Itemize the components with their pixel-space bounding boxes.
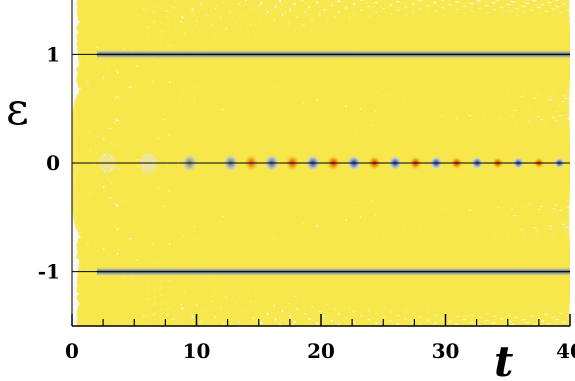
fringe-line [363, 0, 570, 23]
fringe-line [146, 101, 570, 326]
fringe-line [211, 211, 570, 326]
y-axis-label: ε [6, 84, 29, 135]
fringe-line [447, 0, 570, 14]
fringe-line [166, 0, 570, 214]
fringe-line [419, 309, 570, 326]
fringe-line [489, 317, 570, 326]
fringe-line [447, 312, 570, 326]
fringe-line [322, 298, 570, 326]
y-tick-label: -1 [38, 260, 60, 284]
fringe-line [503, 319, 570, 326]
fringe-line [112, 0, 570, 243]
fringe-line [363, 303, 570, 326]
fringe-line [239, 0, 570, 106]
fringe-line [419, 0, 570, 17]
tick-labels: 01020304010-1 [38, 42, 575, 363]
fringe-line [155, 0, 570, 220]
x-tick-label: 0 [65, 339, 79, 363]
fringe-line [308, 0, 570, 29]
fringe-line [152, 0, 570, 222]
fringe-line [235, 0, 570, 107]
fringe-line [225, 0, 570, 110]
fringe-line [149, 103, 570, 326]
fringe-line [377, 0, 570, 21]
axes [71, 0, 571, 327]
fringe-line [322, 0, 570, 28]
fringe-line [121, 0, 570, 239]
fringe-line [211, 0, 570, 115]
x-tick-label: 20 [307, 339, 335, 363]
fringe-line [377, 305, 570, 326]
fringe-line [391, 0, 570, 20]
fringe-line [433, 311, 570, 326]
fringe-line [188, 204, 570, 326]
fringe-line [216, 213, 570, 326]
x-axis-label: t [494, 337, 513, 381]
fringe-line [461, 0, 570, 12]
fringe-line [472, 329, 568, 342]
fringe-line [155, 193, 570, 326]
fringe-line [158, 0, 570, 219]
fringe-line [230, 217, 570, 326]
fringe-line [146, 0, 570, 225]
fringe-line [149, 0, 570, 223]
fringe-line [462, 328, 568, 343]
fringe-line [207, 210, 570, 326]
fringe-line [163, 0, 570, 216]
fringe-line [188, 0, 570, 122]
fringe-line [308, 297, 570, 326]
fringe-line [160, 109, 570, 326]
fringe-line [405, 308, 570, 326]
fringe-line [221, 214, 570, 326]
fringe-line [152, 104, 570, 326]
y-tick-label: 1 [46, 42, 60, 66]
fringe-line [155, 106, 570, 326]
fringe-line [230, 0, 570, 109]
fringe-line [516, 320, 570, 326]
x-tick-label: 40 [556, 339, 575, 363]
y-tick-label: 0 [46, 151, 60, 175]
fringe-line [160, 0, 570, 132]
fringe-line [112, 83, 570, 326]
fringe-line [405, 0, 570, 18]
fringe-line [163, 110, 570, 326]
fringe-line [155, 0, 570, 133]
fringe-line [216, 0, 570, 113]
fringe-line [530, 0, 570, 5]
fringe-line [433, 0, 570, 15]
fringe-line [121, 87, 570, 326]
fringe-line [475, 315, 570, 326]
fringe-line [489, 0, 570, 9]
fringe-line [160, 0, 570, 217]
fringe-line [221, 0, 570, 112]
fringe-line [516, 0, 570, 6]
fringe-line [144, 100, 570, 326]
heatmap-field [72, 0, 570, 343]
x-tick-label: 10 [183, 339, 211, 363]
fringe-line [207, 0, 570, 116]
fringe-line [160, 194, 570, 326]
fringe-line [235, 219, 570, 326]
fringe-line [503, 0, 570, 7]
reference-lines [72, 53, 570, 273]
fringe-line [475, 0, 570, 11]
fringe-line [115, 0, 570, 242]
x-tick-label: 30 [432, 339, 460, 363]
fringe-line [166, 112, 570, 326]
fringe-line [158, 107, 570, 326]
fringe-line [225, 216, 570, 326]
fringe-line [239, 220, 570, 326]
fringe-line [115, 84, 570, 326]
